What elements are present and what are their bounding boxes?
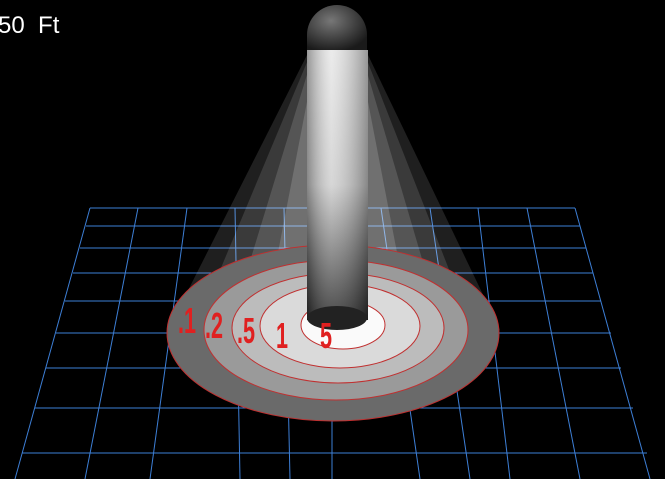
contour-label: .5 xyxy=(237,311,255,351)
distance-label: 50 Ft xyxy=(0,12,60,39)
contour-label: 1 xyxy=(276,316,288,356)
contour-label: .1 xyxy=(178,301,196,341)
contour-label: 5 xyxy=(320,316,332,356)
pole-shade xyxy=(307,50,368,320)
contour-labels: .1 .2 .5 1 5 xyxy=(178,301,332,356)
pole-base xyxy=(307,306,367,330)
contour-label: .2 xyxy=(205,306,223,346)
fixture-head xyxy=(307,5,367,50)
